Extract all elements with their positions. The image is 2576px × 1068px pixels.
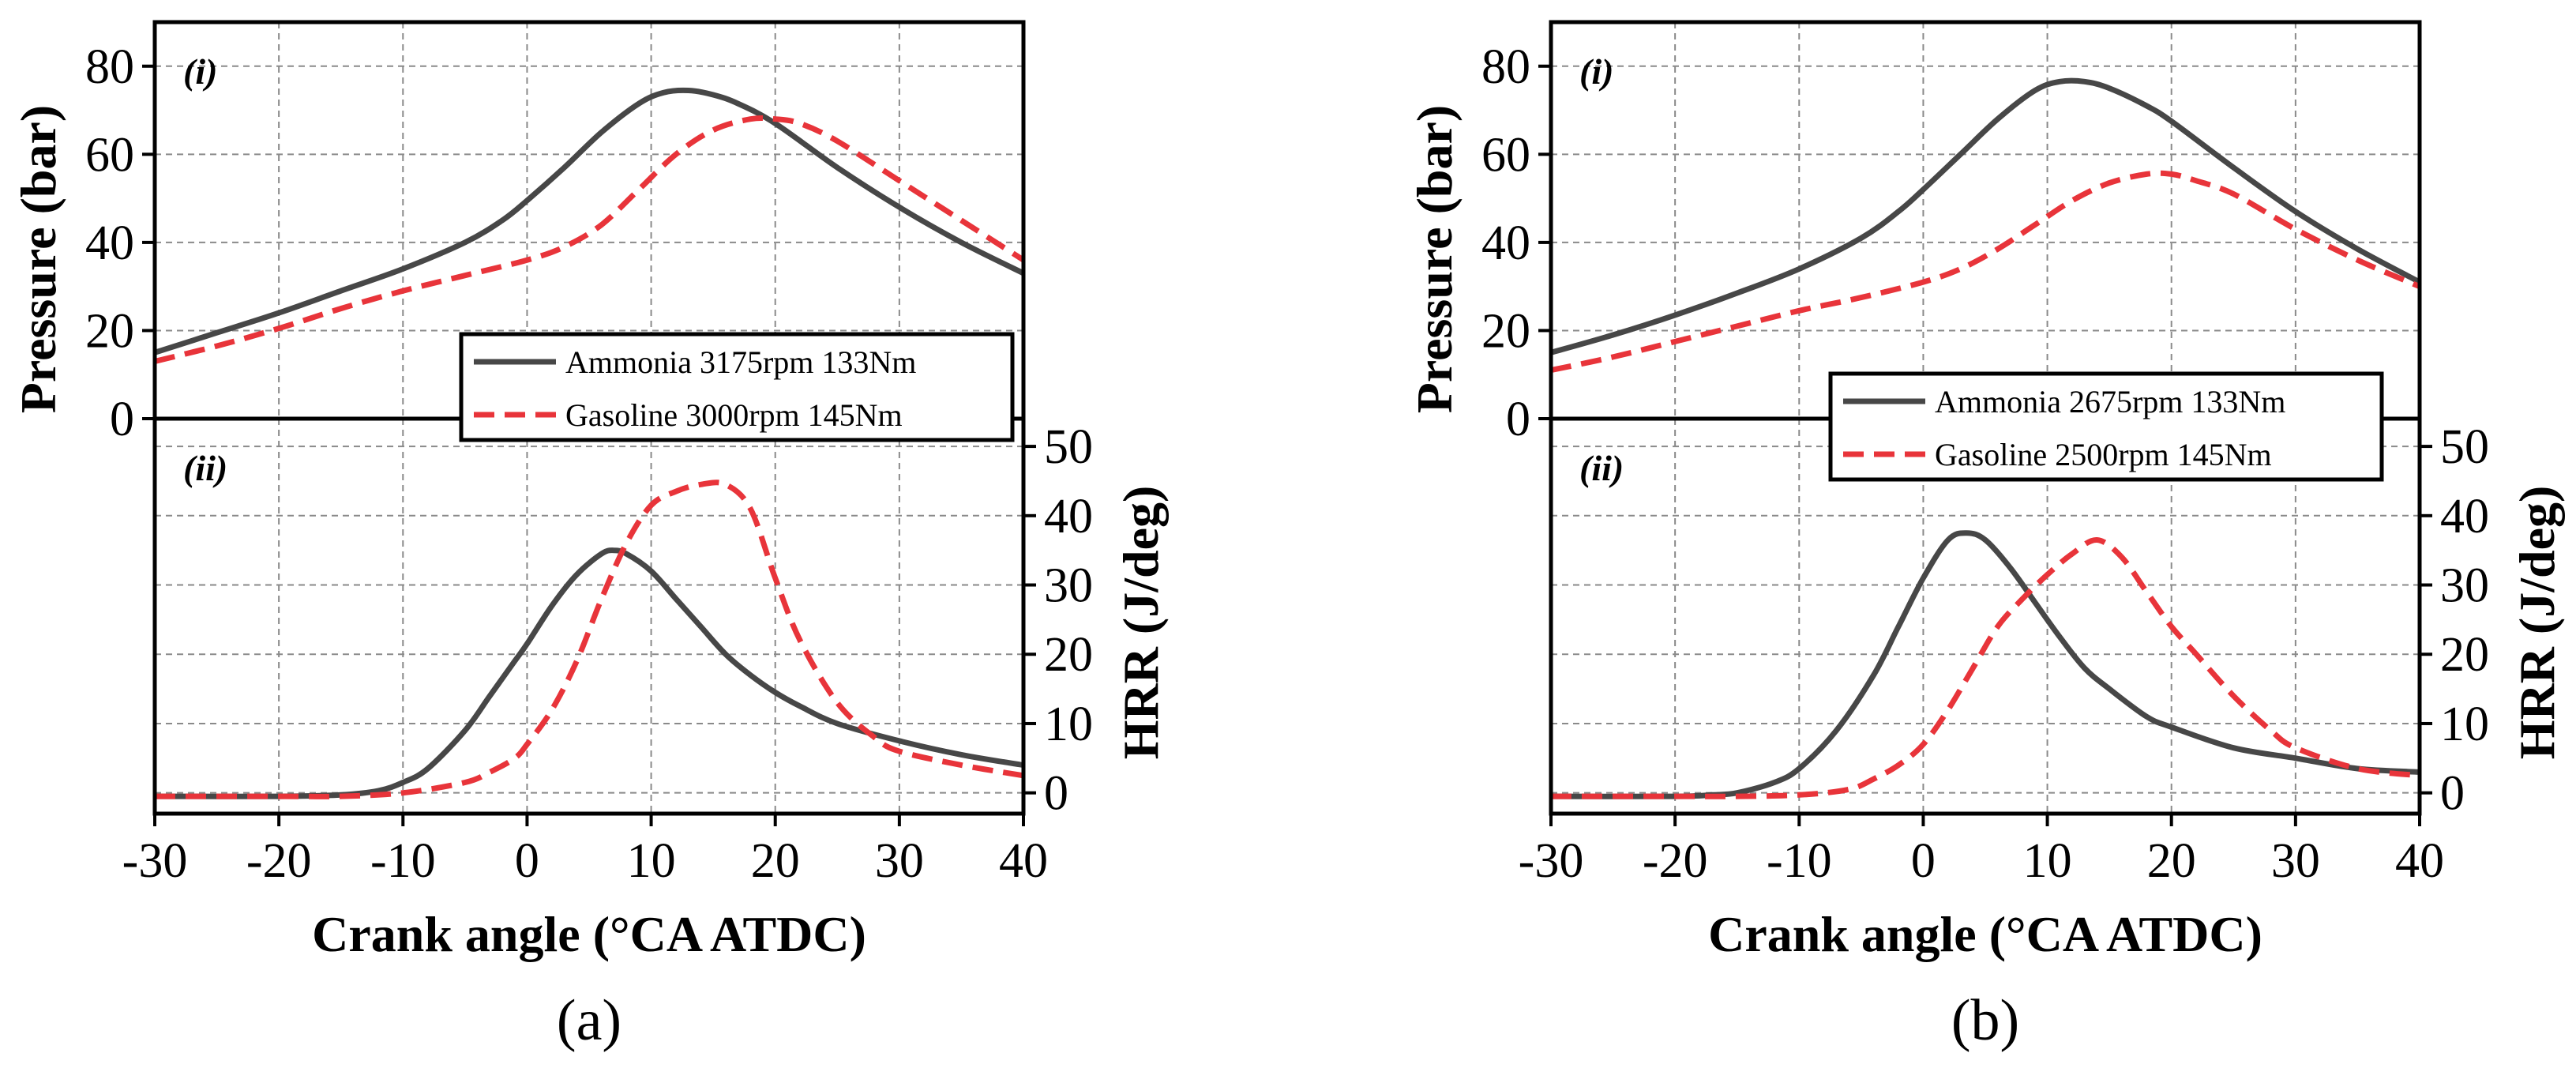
pressure-tick-label: 0: [110, 393, 134, 446]
hrr-tick-label: 20: [1044, 628, 1093, 682]
panel-a: -30 -20 -10 0 10 20 30 40 0 20 40 60 80 0 10 20 30 40 50 (…: [10, 20, 1169, 1053]
hrr-axis-label: HRR (J/deg): [1113, 486, 1169, 760]
top-panel-tag: (i): [1579, 51, 1613, 92]
hrr-tick-label: 50: [2440, 420, 2489, 474]
x-tick-label: -20: [246, 834, 312, 888]
hrr-tick-label: 10: [1044, 698, 1093, 751]
x-tick-label: 20: [751, 834, 800, 888]
x-tick-label: 0: [1911, 834, 1936, 888]
x-tick-label: 0: [515, 834, 539, 888]
bottom-grid: [155, 419, 1023, 814]
pressure-tick-label: 20: [1481, 304, 1530, 358]
x-tick-label: 30: [875, 834, 924, 888]
pressure-tick-label: 60: [1481, 128, 1530, 182]
legend-box: [1828, 371, 2384, 482]
hrr-axis-label: HRR (J/deg): [2509, 486, 2565, 760]
top-grid: [155, 22, 1023, 419]
hrr-tick-label: 40: [2440, 490, 2489, 543]
legend: Ammonia 3175rpm 133Nm Gasoline 3000rpm 1…: [459, 332, 1015, 442]
pressure-tick-label: 80: [1481, 40, 1530, 94]
pressure-tick-label: 40: [1481, 216, 1530, 270]
legend-label-ammonia: Ammonia 2675rpm 133Nm: [1935, 384, 2285, 419]
pressure-tick-label: 80: [85, 40, 134, 94]
top-panel-tag: (i): [183, 51, 217, 92]
x-axis-label: Crank angle (°CA ATDC): [312, 906, 866, 962]
hrr-tick-label: 30: [2440, 559, 2489, 613]
figure-caption: (a): [557, 988, 621, 1053]
pressure-tick-label: 20: [85, 304, 134, 358]
hrr-tick-label: 30: [1044, 559, 1093, 613]
hrr-tick-label: 0: [1044, 767, 1068, 821]
pressure-gasoline-line: [155, 115, 1023, 364]
bottom-panel-tag: (ii): [1579, 448, 1624, 488]
hrr-series: [1551, 530, 2420, 799]
legend-box: [459, 332, 1015, 442]
x-axis-label: Crank angle (°CA ATDC): [1708, 906, 2262, 962]
pressure-gasoline-line: [1551, 170, 2420, 374]
hrr-gasoline-line: [1551, 537, 2420, 799]
pressure-series: [1551, 77, 2420, 374]
x-tick-label: -30: [122, 834, 188, 888]
pressure-tick-label: 0: [1506, 393, 1530, 446]
hrr-tick-label: 10: [2440, 698, 2489, 751]
panel-b: -30 -20 -10 0 10 20 30 40 0 20 40 60 80 0 10 20 30 40 50 (…: [1406, 20, 2565, 1053]
hrr-tick-label: 0: [2440, 767, 2465, 821]
tick-labels: -30 -20 -10 0 10 20 30 40 0 20 40 60 80 0 10 20 30 40 50: [1481, 40, 2489, 888]
legend-label-gasoline: Gasoline 2500rpm 145Nm: [1935, 437, 2272, 472]
x-tick-label: 10: [627, 834, 676, 888]
pressure-tick-label: 60: [85, 128, 134, 182]
legend-label-ammonia: Ammonia 3175rpm 133Nm: [565, 344, 916, 380]
x-tick-label: 40: [999, 834, 1048, 888]
tick-marks: [142, 64, 1036, 826]
x-tick-label: 10: [2023, 834, 2072, 888]
legend: Ammonia 2675rpm 133Nm Gasoline 2500rpm 1…: [1828, 371, 2384, 482]
legend-label-gasoline: Gasoline 3000rpm 145Nm: [565, 397, 903, 433]
x-tick-label: -10: [1767, 834, 1832, 888]
hrr-tick-label: 50: [1044, 420, 1093, 474]
bottom-panel-tag: (ii): [183, 448, 227, 488]
hrr-ammonia-line: [1551, 530, 2420, 799]
hrr-ammonia-line: [155, 547, 1023, 799]
x-tick-label: 40: [2395, 834, 2444, 888]
pressure-axis-label: Pressure (bar): [1406, 105, 1463, 413]
pressure-ammonia-line: [155, 87, 1023, 355]
x-tick-label: -10: [370, 834, 436, 888]
tick-marks: [1538, 64, 2432, 826]
hrr-gasoline-line: [155, 479, 1023, 799]
pressure-ammonia-line: [1551, 77, 2420, 355]
hrr-tick-label: 40: [1044, 490, 1093, 543]
pressure-axis-label: Pressure (bar): [10, 105, 66, 413]
pressure-series: [155, 87, 1023, 364]
x-tick-label: 20: [2147, 834, 2196, 888]
tick-labels: -30 -20 -10 0 10 20 30 40 0 20 40 60 80 0 10 20 30 40 50: [85, 40, 1093, 888]
top-grid: [1551, 22, 2420, 419]
hrr-tick-label: 20: [2440, 628, 2489, 682]
pressure-tick-label: 40: [85, 216, 134, 270]
hrr-series: [155, 479, 1023, 799]
x-tick-label: -20: [1643, 834, 1708, 888]
x-tick-label: 30: [2271, 834, 2320, 888]
figure-caption: (b): [1951, 988, 2019, 1053]
x-tick-label: -30: [1519, 834, 1584, 888]
